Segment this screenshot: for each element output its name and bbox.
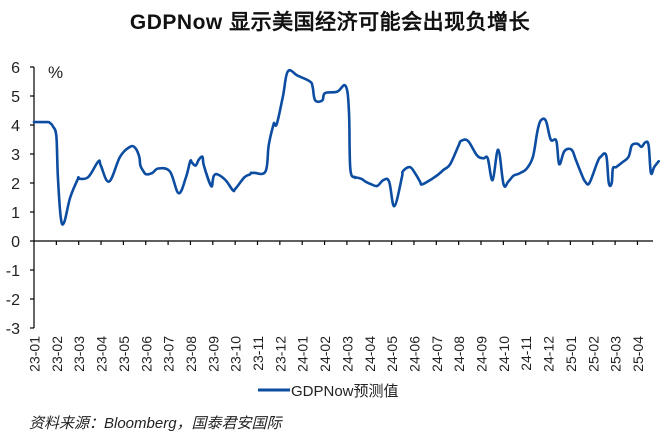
x-tick-label: 23-06 <box>138 336 154 372</box>
y-tick-label: -3 <box>6 321 20 338</box>
y-tick-label: -1 <box>6 263 20 280</box>
x-tick-label: 25-02 <box>585 336 601 372</box>
x-tick-label: 24-10 <box>496 336 512 372</box>
y-tick-label: 4 <box>11 118 20 135</box>
series-group <box>32 68 660 226</box>
y-tick-label: 1 <box>11 205 20 222</box>
x-tick-label: 25-01 <box>563 336 579 372</box>
x-tick-label: 23-09 <box>205 336 221 372</box>
x-tick-label: 23-03 <box>71 336 87 372</box>
x-axis-ticks: 23-01 23-02 23-03 23-04 23-05 23-06 23-07 23-08… <box>27 241 646 372</box>
x-tick-label: 24-01 <box>295 336 311 372</box>
x-tick-label: 24-02 <box>317 336 333 372</box>
y-axis-ticks: 6 5 4 3 2 1 0 -1 -2 -3 <box>6 60 34 338</box>
x-tick-label: 24-11 <box>518 336 534 371</box>
y-tick-label: 2 <box>11 176 20 193</box>
y-tick-label: 3 <box>11 147 20 164</box>
x-tick-label: 23-11 <box>250 336 266 371</box>
y-axis-unit-label: % <box>48 63 63 82</box>
x-tick-label: 24-12 <box>541 336 557 372</box>
x-tick-label: 23-05 <box>116 336 132 372</box>
x-tick-label: 24-03 <box>339 336 355 372</box>
legend-label-gdpnow: GDPNow预测值 <box>291 383 399 400</box>
x-tick-label: 23-02 <box>49 336 65 372</box>
chart-title: GDPNow 显示美国经济可能会出现负增长 <box>129 11 531 34</box>
y-tick-label: 5 <box>11 89 20 106</box>
x-tick-label: 24-09 <box>474 336 490 372</box>
x-tick-label: 25-04 <box>630 336 646 372</box>
axes <box>33 67 653 328</box>
x-tick-label: 24-04 <box>362 336 378 372</box>
x-tick-label: 23-12 <box>272 336 288 372</box>
x-tick-label: 23-04 <box>94 336 110 372</box>
x-tick-label: 25-03 <box>608 336 624 372</box>
x-tick-label: 23-10 <box>228 336 244 372</box>
legend[interactable]: GDPNow预测值 <box>258 383 399 400</box>
series-line-gdpnow <box>32 68 660 226</box>
y-tick-label: -2 <box>6 292 20 309</box>
x-tick-label: 23-07 <box>161 336 177 372</box>
y-tick-label: 6 <box>11 60 20 77</box>
y-tick-label: 0 <box>11 234 20 251</box>
x-tick-label: 24-06 <box>406 336 422 372</box>
x-tick-label: 24-08 <box>451 336 467 372</box>
x-tick-label: 23-08 <box>183 336 199 372</box>
x-tick-label: 24-07 <box>429 336 445 372</box>
x-tick-label: 24-05 <box>384 336 400 372</box>
x-tick-label: 23-01 <box>27 336 43 372</box>
source-note: 资料来源：Bloomberg，国泰君安国际 <box>29 415 282 432</box>
